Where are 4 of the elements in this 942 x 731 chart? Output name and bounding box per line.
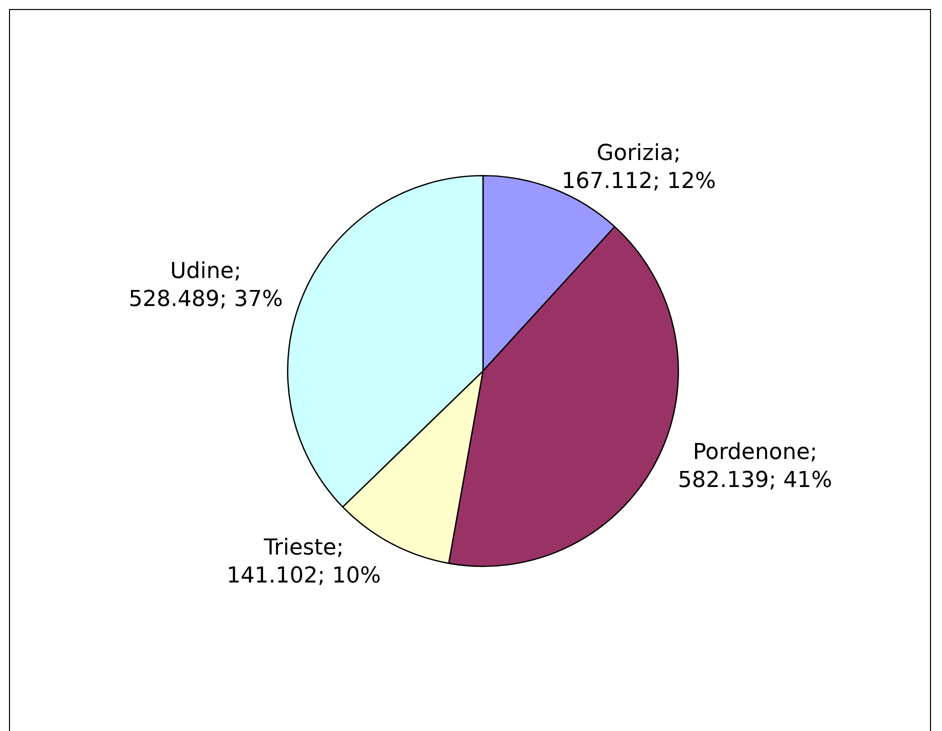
- slice-label: Pordenone; 582.139; 41%: [678, 440, 832, 493]
- slice-label: Udine; 528.489; 37%: [128, 258, 283, 312]
- slice-label: Gorizia; 167.112; 12%: [562, 141, 716, 194]
- slice-label: Trieste; 141.102; 10%: [226, 536, 381, 589]
